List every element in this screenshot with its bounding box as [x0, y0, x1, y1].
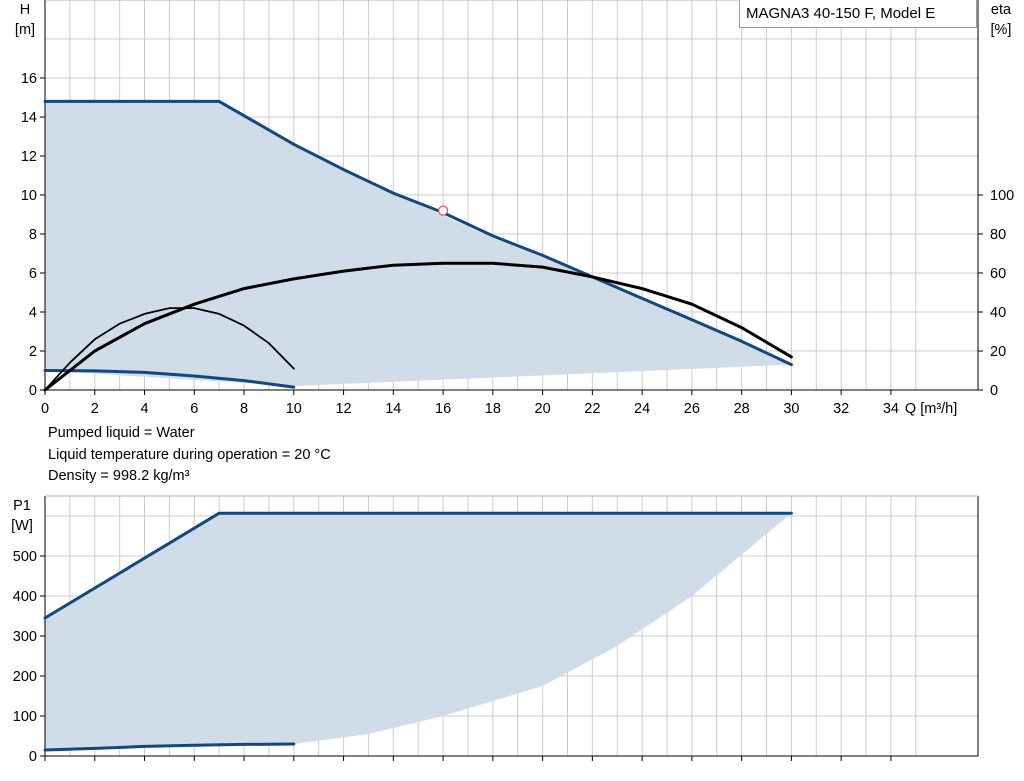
- tick-label-x: 24: [634, 401, 650, 417]
- density-text: Density = 998.2 kg/m³: [48, 468, 190, 484]
- series-efficiency-min: [44, 307, 295, 391]
- tick-label-y-left: 6: [29, 266, 37, 282]
- tick-label-x: 26: [684, 401, 700, 417]
- tick-label-x: 18: [485, 401, 501, 417]
- tick-label-x: 2: [91, 401, 99, 417]
- tick-label-x: 20: [535, 401, 551, 417]
- tick-label-x: 32: [833, 401, 849, 417]
- tick-label-y-right: 80: [990, 227, 1006, 243]
- tick-label-y-left: 16: [21, 71, 37, 87]
- tick-label-x: 12: [335, 401, 351, 417]
- series-efficiency-max: [43, 261, 793, 392]
- operating-range-area: [45, 101, 792, 387]
- tick-label-x: 16: [435, 401, 451, 417]
- tick-label-x: 8: [240, 401, 248, 417]
- tick-label-y-left: 2: [29, 344, 37, 360]
- tick-label-y-left: 14: [21, 110, 37, 126]
- tick-label-y-right: 40: [990, 305, 1006, 321]
- tick-label-y-left: 400: [13, 589, 37, 605]
- y-axis-title-left: [m]: [15, 22, 35, 38]
- tick-label-x: 34: [883, 401, 899, 417]
- pumped-liquid-text: Pumped liquid = Water: [48, 425, 195, 441]
- y-axis-title-left: [W]: [11, 518, 33, 534]
- tick-label-y-right: 100: [990, 188, 1014, 204]
- tick-label-y-left: 4: [29, 305, 37, 321]
- tick-label-x: 4: [140, 401, 148, 417]
- operating-range-area: [45, 513, 792, 750]
- series-max-power: [43, 511, 793, 620]
- series-min-power: [43, 742, 296, 752]
- tick-label-y-left: 12: [21, 149, 37, 165]
- series-min-curve: [43, 369, 296, 389]
- x-axis-title: Q [m³/h]: [905, 401, 957, 417]
- y-axis-title-left: P1: [13, 498, 31, 514]
- tick-label-x: 22: [584, 401, 600, 417]
- tick-label-x: 6: [190, 401, 198, 417]
- tick-label-y-left: 8: [29, 227, 37, 243]
- tick-label-y-right: 0: [990, 383, 998, 399]
- tick-label-x: 28: [734, 401, 750, 417]
- y-axis-title-right: [%]: [991, 22, 1012, 38]
- operating-point-marker: [437, 205, 449, 216]
- tick-label-y-left: 10: [21, 188, 37, 204]
- tick-label-y-left: 100: [13, 709, 37, 725]
- y-axis-title-right: eta: [991, 2, 1012, 18]
- tick-label-x: 10: [286, 401, 302, 417]
- tick-label-y-left: 0: [29, 749, 37, 765]
- tick-label-x: 14: [385, 401, 401, 417]
- y-axis-title-left: H: [20, 2, 30, 18]
- tick-label-x: 0: [41, 401, 49, 417]
- tick-label-y-left: 200: [13, 669, 37, 685]
- series-max-curve: [43, 99, 793, 367]
- tick-label-y-right: 20: [990, 344, 1006, 360]
- tick-label-y-left: 300: [13, 629, 37, 645]
- tick-label-y-left: 0: [29, 383, 37, 399]
- tick-label-y-right: 60: [990, 266, 1006, 282]
- tick-label-y-left: 500: [13, 549, 37, 565]
- tick-label-x: 30: [783, 401, 799, 417]
- liquid-temperature-text: Liquid temperature during operation = 20…: [48, 447, 331, 463]
- power-chart: 0 100 200 300 400 500 P1 [W]: [11, 495, 979, 765]
- model-label: MAGNA3 40-150 F, Model E: [739, 0, 977, 28]
